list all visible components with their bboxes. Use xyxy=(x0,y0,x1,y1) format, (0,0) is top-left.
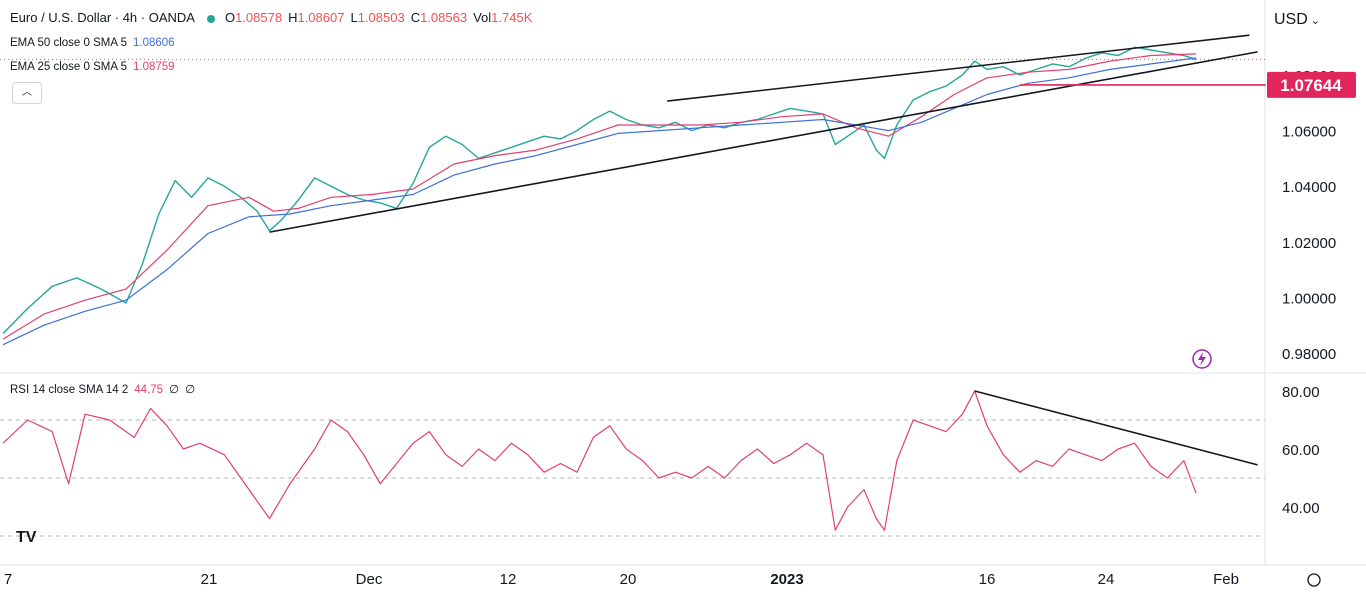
rsi-tick-label: 40.00 xyxy=(1282,500,1320,517)
ohlc-item-vol: Vol1.745K xyxy=(473,10,532,25)
price-tick-label: 0.98000 xyxy=(1282,346,1336,363)
rsi-grid xyxy=(0,419,1265,537)
ohlc-value: 1.08503 xyxy=(357,10,405,25)
time-tick-label: 24 xyxy=(1098,571,1115,588)
series-ema-50 xyxy=(2,57,1197,346)
ema25-legend[interactable]: EMA 25 close 0 SMA 5 1.08759 xyxy=(10,61,175,73)
support-price-label xyxy=(1267,71,1356,98)
price-tick-label: 1.06000 xyxy=(1282,124,1336,141)
rsi-label: RSI 14 close SMA 14 2 xyxy=(10,384,129,396)
rsi-tick-label: 60.00 xyxy=(1282,442,1320,459)
market-status-icon xyxy=(206,14,215,23)
ema25-value: 1.08759 xyxy=(132,61,175,73)
ohlc-value: 1.08578 xyxy=(235,10,283,25)
tradingview-logo: TV xyxy=(16,529,37,546)
ohlc-item-h: H1.08607 xyxy=(288,10,344,25)
series-ema-25 xyxy=(2,53,1197,340)
symbol-title[interactable]: Euro / U.S. Dollar · 4h · OANDA xyxy=(10,10,195,25)
currency-selector[interactable]: USD ⌄ xyxy=(1274,11,1320,29)
ema50-label: EMA 50 close 0 SMA 5 xyxy=(10,37,127,49)
series-price-close- xyxy=(2,46,1197,334)
rsi-axis[interactable]: 80.00 60.00 40.00 xyxy=(1282,384,1320,517)
rsi-value: 44.75 xyxy=(134,384,164,396)
series-rsi xyxy=(2,390,1197,531)
time-tick-label: 2023 xyxy=(770,571,803,588)
time-tick-label: 20 xyxy=(620,571,637,588)
ohlc-label: Vol xyxy=(473,10,492,25)
currency-label: USD xyxy=(1274,11,1308,28)
time-axis[interactable]: 7 21 Dec 12 20 2023 16 24 Feb xyxy=(4,571,1239,588)
gear-icon xyxy=(1307,573,1321,587)
ohlc-value: 1.745K xyxy=(491,10,533,25)
time-tick-label: 12 xyxy=(500,571,517,588)
rsi-extra-1: ∅ xyxy=(169,384,180,396)
ema50-value: 1.08606 xyxy=(132,37,175,49)
chevron-up-icon: ︿ xyxy=(22,87,32,98)
series-trendline-upper xyxy=(667,34,1250,102)
ohlc-value: 1.08563 xyxy=(420,10,468,25)
time-tick-label: 16 xyxy=(979,571,996,588)
ohlc-label: H xyxy=(288,10,298,25)
rsi-tick-label: 80.00 xyxy=(1282,384,1320,401)
price-axis[interactable]: 1.080001.060001.040001.020001.000000.980… xyxy=(1267,68,1356,363)
ohlc-label: L xyxy=(350,10,358,25)
ohlc-item-l: L1.08503 xyxy=(350,10,404,25)
time-tick-label: 21 xyxy=(201,571,218,588)
pane-borders xyxy=(0,0,1366,566)
symbol-legend[interactable]: Euro / U.S. Dollar · 4h · OANDA O1.08578 H… xyxy=(10,10,538,25)
ohlc-item-o: O1.08578 xyxy=(225,10,282,25)
chevron-down-icon: ⌄ xyxy=(1310,15,1320,27)
price-series[interactable] xyxy=(2,34,1266,346)
ohlc-label: C xyxy=(410,10,421,25)
overlay-icons[interactable] xyxy=(1192,349,1321,587)
rsi-extra-2: ∅ xyxy=(185,384,196,396)
lightning-icon xyxy=(1192,349,1212,369)
ohlc-label: O xyxy=(224,10,236,25)
price-tick-label: 1.04000 xyxy=(1282,179,1336,196)
lightning-bolt-icon xyxy=(1198,352,1206,366)
ema25-label: EMA 25 close 0 SMA 5 xyxy=(10,61,127,73)
ohlc-value: 1.08607 xyxy=(297,10,345,25)
series-rsi-trendline xyxy=(974,390,1258,466)
collapse-legend-button[interactable]: ︿ xyxy=(12,82,42,104)
time-tick-label: Dec xyxy=(356,571,383,588)
rsi-legend[interactable]: RSI 14 close SMA 14 2 44.75 ∅ ∅ xyxy=(10,382,195,396)
support-price-value: 1.07644 xyxy=(1280,76,1342,95)
price-tick-label: 1.00000 xyxy=(1282,290,1336,307)
ema50-legend[interactable]: EMA 50 close 0 SMA 5 1.08606 xyxy=(10,37,175,49)
price-tick-label: 1.02000 xyxy=(1282,235,1336,252)
time-tick-label: 7 xyxy=(4,571,12,588)
time-tick-label: Feb xyxy=(1213,571,1239,588)
series-trendline-lower xyxy=(269,51,1258,233)
ohlc-values: O1.08578 H1.08607 L1.08503 C1.08563 Vol1.745… xyxy=(225,10,538,25)
rsi-series[interactable] xyxy=(2,390,1258,531)
ohlc-item-c: C1.08563 xyxy=(411,10,467,25)
